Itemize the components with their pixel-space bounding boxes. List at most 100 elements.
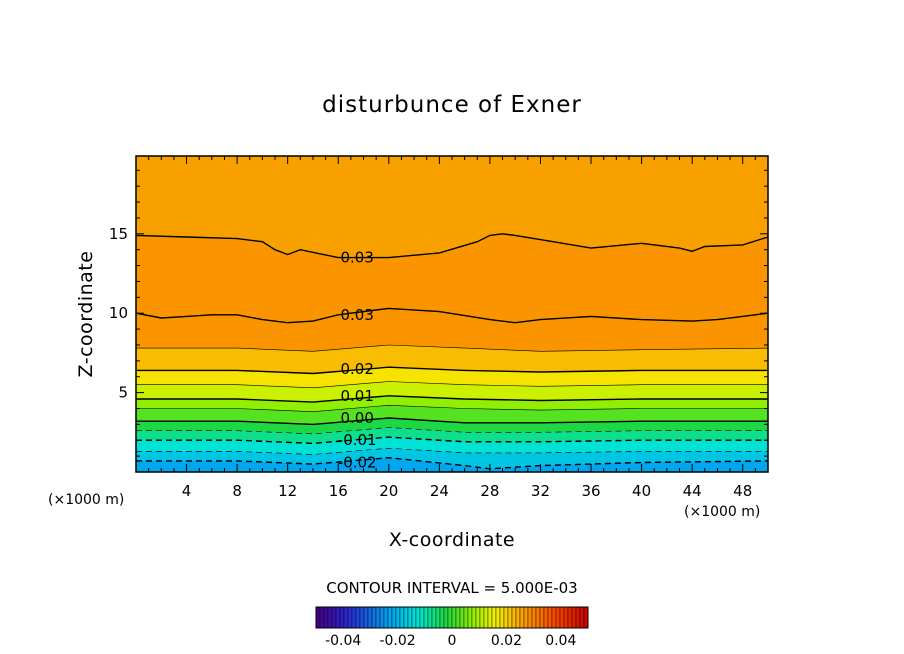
colorbar-swatch: [391, 606, 397, 629]
colorbar-swatch: [407, 606, 413, 629]
contour-line: [136, 417, 768, 426]
x-tick-label: 24: [430, 482, 449, 500]
x-tick-label: 28: [480, 482, 499, 500]
colorbar-swatch: [531, 606, 537, 629]
colorbar-swatch: [367, 606, 373, 629]
colorbar-swatch: [387, 606, 393, 629]
contour-line: [136, 366, 768, 375]
contour-line: [136, 447, 768, 455]
colorbar-tick-labels: -0.04 -0.02 0 0.02 0.04: [325, 633, 576, 649]
colorbar: -0.04 -0.02 0 0.02 0.04: [315, 606, 589, 649]
contour-line: [136, 427, 768, 435]
colorbar-tick-label: 0: [448, 633, 457, 649]
colorbar-swatch: [327, 606, 333, 629]
colorbar-swatch: [547, 606, 553, 629]
colorbar-swatch: [411, 606, 417, 629]
contour-interval-text: CONTOUR INTERVAL = 5.000E-03: [326, 579, 577, 597]
colorbar-swatch: [535, 606, 541, 629]
colorbar-swatch: [463, 606, 469, 629]
contour-labels: 0.03 0.03 0.02 0.01 0.00 -0.01 -0.02: [338, 249, 377, 472]
contour-line: [136, 404, 768, 413]
colorbar-swatch: [319, 606, 325, 629]
colorbar-swatch: [499, 606, 505, 629]
colorbar-swatch: [527, 606, 533, 629]
colorbar-tick-label: -0.02: [379, 633, 415, 649]
contour-label: 0.01: [340, 387, 373, 405]
colorbar-swatch: [331, 606, 337, 629]
colorbar-swatch: [543, 606, 549, 629]
colorbar-swatch: [323, 606, 329, 629]
colorbar-swatch: [435, 606, 441, 629]
y-tick-label: 15: [109, 225, 128, 243]
contour-label: -0.01: [338, 431, 377, 449]
x-tick-label: 40: [632, 482, 651, 500]
colorbar-swatch: [451, 606, 457, 629]
colorbar-swatch: [443, 606, 449, 629]
colorbar-swatch: [567, 606, 573, 629]
colorbar-swatch: [335, 606, 341, 629]
x-unit-label-left: (×1000 m): [48, 492, 124, 508]
colorbar-swatch: [427, 606, 433, 629]
colorbar-tick-label: -0.04: [325, 633, 361, 649]
x-tick-label: 36: [581, 482, 600, 500]
contour-fills: [136, 233, 768, 472]
contour-label: -0.02: [338, 453, 377, 471]
contour-line: [136, 233, 768, 259]
colorbar-swatch: [563, 606, 569, 629]
colorbar-swatch: [395, 606, 401, 629]
contour-line: [136, 456, 768, 470]
colorbar-swatch: [371, 606, 377, 629]
colorbar-swatch: [431, 606, 437, 629]
colorbar-swatch: [551, 606, 557, 629]
colorbar-swatch: [471, 606, 477, 629]
colorbar-swatch: [571, 606, 577, 629]
contour-label: 0.03: [340, 249, 373, 267]
colorbar-tick-label: 0.04: [545, 633, 576, 649]
y-axis-label: Z-coordinate: [75, 251, 97, 378]
contour-line: [136, 395, 768, 403]
x-tick-label: 48: [733, 482, 752, 500]
plot-area: 0.030.030.020.010.00-0.01-0.02 4 8 12 16 20 2…: [109, 155, 769, 500]
colorbar-swatch: [519, 606, 525, 629]
y-tick-label: 10: [109, 304, 128, 322]
colorbar-swatch: [523, 606, 529, 629]
colorbar-swatch: [467, 606, 473, 629]
colorbar-swatch: [439, 606, 445, 629]
contour-label: 0.03: [340, 306, 373, 324]
colorbar-swatch: [423, 606, 429, 629]
x-unit-label-right: (×1000 m): [684, 504, 760, 520]
x-tick-label: 32: [531, 482, 550, 500]
x-tick-label: 20: [379, 482, 398, 500]
colorbar-swatch: [459, 606, 465, 629]
colorbar-swatch: [419, 606, 425, 629]
colorbar-swatch: [495, 606, 501, 629]
colorbar-swatch: [491, 606, 497, 629]
contour-lines: [136, 233, 768, 470]
x-axis-label: X-coordinate: [389, 529, 515, 551]
colorbar-swatch: [399, 606, 405, 629]
colorbar-swatch: [383, 606, 389, 629]
colorbar-swatch: [403, 606, 409, 629]
contour-label: 0.02: [340, 360, 373, 378]
colorbar-swatch: [555, 606, 561, 629]
colorbar-swatch: [515, 606, 521, 629]
colorbar-swatch: [375, 606, 381, 629]
colorbar-tick-label: 0.02: [491, 633, 522, 649]
colorbar-frame: [315, 606, 589, 629]
colorbar-swatch: [483, 606, 489, 629]
colorbar-swatch: [559, 606, 565, 629]
contour-line: [136, 344, 768, 352]
colorbar-swatch: [579, 606, 585, 629]
x-tick-label: 12: [278, 482, 297, 500]
colorbar-swatch: [351, 606, 357, 629]
colorbar-swatch: [575, 606, 581, 629]
colorbar-swatch: [479, 606, 485, 629]
colorbar-swatch: [475, 606, 481, 629]
colorbar-swatch: [583, 606, 589, 629]
colorbar-swatch: [447, 606, 453, 629]
colorbar-swatch: [511, 606, 517, 629]
contour-fill-band: [136, 457, 768, 472]
colorbar-swatch: [355, 606, 361, 629]
colorbar-swatch: [363, 606, 369, 629]
